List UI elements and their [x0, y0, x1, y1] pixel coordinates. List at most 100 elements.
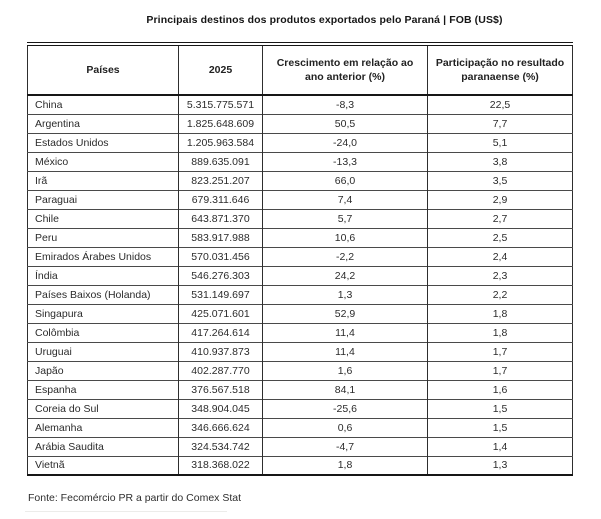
share-cell: 2,3	[427, 265, 573, 285]
value-2025-cell: 531.149.697	[178, 284, 263, 304]
table-row: Estados Unidos 1.205.963.584 -24,0 5,1	[27, 132, 573, 152]
country-cell: Alemanha	[27, 417, 179, 437]
country-cell: Paraguai	[27, 189, 179, 209]
source-note: Fonte: Fecomércio PR a partir do Comex S…	[28, 492, 241, 504]
value-2025-cell: 823.251.207	[178, 170, 263, 190]
table-row: Uruguai 410.937.873 11,4 1,7	[27, 341, 573, 361]
country-cell: Emirados Árabes Unidos	[27, 246, 179, 266]
country-cell: Colômbia	[27, 322, 179, 342]
growth-cell: -13,3	[262, 151, 428, 171]
country-cell: Índia	[27, 265, 179, 285]
column-header-growth: Crescimento em relação ao ano anterior (…	[262, 44, 428, 96]
table-row: Emirados Árabes Unidos 570.031.456 -2,2 …	[27, 246, 573, 266]
value-2025-cell: 1.205.963.584	[178, 132, 263, 152]
value-2025-cell: 410.937.873	[178, 341, 263, 361]
share-cell: 3,5	[427, 170, 573, 190]
table-row: Vietnã 318.368.022 1,8 1,3	[27, 455, 573, 475]
column-header-countries: Países	[27, 44, 179, 96]
share-cell: 2,5	[427, 227, 573, 247]
table-row: Japão 402.287.770 1,6 1,7	[27, 360, 573, 380]
share-cell: 2,7	[427, 208, 573, 228]
country-cell: China	[27, 94, 179, 114]
country-cell: Irã	[27, 170, 179, 190]
value-2025-cell: 546.276.303	[178, 265, 263, 285]
country-cell: Singapura	[27, 303, 179, 323]
share-cell: 3,8	[427, 151, 573, 171]
growth-cell: -25,6	[262, 398, 428, 418]
value-2025-cell: 679.311.646	[178, 189, 263, 209]
share-cell: 7,7	[427, 113, 573, 133]
growth-cell: -4,7	[262, 436, 428, 456]
value-2025-cell: 402.287.770	[178, 360, 263, 380]
growth-cell: 1,3	[262, 284, 428, 304]
share-cell: 1,7	[427, 360, 573, 380]
country-cell: Espanha	[27, 379, 179, 399]
growth-cell: 11,4	[262, 322, 428, 342]
country-cell: México	[27, 151, 179, 171]
value-2025-cell: 376.567.518	[178, 379, 263, 399]
growth-cell: 7,4	[262, 189, 428, 209]
growth-cell: 1,8	[262, 455, 428, 475]
growth-cell: 66,0	[262, 170, 428, 190]
page-title: Principais destinos dos produtos exporta…	[146, 14, 503, 26]
table-row: Países Baixos (Holanda) 531.149.697 1,3 …	[27, 284, 573, 304]
table-row: China 5.315.775.571 -8,3 22,5	[27, 94, 573, 114]
table-row: Argentina 1.825.648.609 50,5 7,7	[27, 113, 573, 133]
share-cell: 1,4	[427, 436, 573, 456]
share-cell: 1,5	[427, 398, 573, 418]
growth-cell: -8,3	[262, 94, 428, 114]
country-cell: Uruguai	[27, 341, 179, 361]
growth-cell: 5,7	[262, 208, 428, 228]
value-2025-cell: 346.666.624	[178, 417, 263, 437]
column-header-2025: 2025	[178, 44, 263, 96]
table-header: Países 2025 Crescimento em relação ao an…	[27, 44, 573, 96]
share-cell: 2,2	[427, 284, 573, 304]
value-2025-cell: 417.264.614	[178, 322, 263, 342]
table-row: México 889.635.091 -13,3 3,8	[27, 151, 573, 171]
value-2025-cell: 643.871.370	[178, 208, 263, 228]
share-cell: 2,9	[427, 189, 573, 209]
value-2025-cell: 5.315.775.571	[178, 94, 263, 114]
table-row: Espanha 376.567.518 84,1 1,6	[27, 379, 573, 399]
share-cell: 22,5	[427, 94, 573, 114]
country-cell: Argentina	[27, 113, 179, 133]
growth-cell: -2,2	[262, 246, 428, 266]
value-2025-cell: 1.825.648.609	[178, 113, 263, 133]
growth-cell: 52,9	[262, 303, 428, 323]
country-cell: Coreia do Sul	[27, 398, 179, 418]
value-2025-cell: 348.904.045	[178, 398, 263, 418]
table-row: Singapura 425.071.601 52,9 1,8	[27, 303, 573, 323]
table-row: Irã 823.251.207 66,0 3,5	[27, 170, 573, 190]
share-cell: 5,1	[427, 132, 573, 152]
table-row: Chile 643.871.370 5,7 2,7	[27, 208, 573, 228]
value-2025-cell: 324.534.742	[178, 436, 263, 456]
value-2025-cell: 889.635.091	[178, 151, 263, 171]
value-2025-cell: 570.031.456	[178, 246, 263, 266]
country-cell: Estados Unidos	[27, 132, 179, 152]
table-row: Peru 583.917.988 10,6 2,5	[27, 227, 573, 247]
table-row: Arábia Saudita 324.534.742 -4,7 1,4	[27, 436, 573, 456]
share-cell: 1,5	[427, 417, 573, 437]
header-row: Países 2025 Crescimento em relação ao an…	[27, 44, 573, 96]
country-cell: Peru	[27, 227, 179, 247]
country-cell: Arábia Saudita	[27, 436, 179, 456]
table-row: Coreia do Sul 348.904.045 -25,6 1,5	[27, 398, 573, 418]
table-row: Alemanha 346.666.624 0,6 1,5	[27, 417, 573, 437]
value-2025-cell: 318.368.022	[178, 455, 263, 475]
growth-cell: 10,6	[262, 227, 428, 247]
share-cell: 1,8	[427, 303, 573, 323]
table-row: Colômbia 417.264.614 11,4 1,8	[27, 322, 573, 342]
share-cell: 2,4	[427, 246, 573, 266]
growth-cell: -24,0	[262, 132, 428, 152]
table-row: Índia 546.276.303 24,2 2,3	[27, 265, 573, 285]
value-2025-cell: 583.917.988	[178, 227, 263, 247]
exports-table: Países 2025 Crescimento em relação ao an…	[27, 42, 573, 476]
table-body: China 5.315.775.571 -8,3 22,5 Argentina …	[27, 94, 573, 475]
growth-cell: 84,1	[262, 379, 428, 399]
column-header-share: Participação no resultado paranaense (%)	[427, 44, 573, 96]
country-cell: Países Baixos (Holanda)	[27, 284, 179, 304]
growth-cell: 24,2	[262, 265, 428, 285]
share-cell: 1,8	[427, 322, 573, 342]
country-cell: Vietnã	[27, 455, 179, 475]
country-cell: Japão	[27, 360, 179, 380]
